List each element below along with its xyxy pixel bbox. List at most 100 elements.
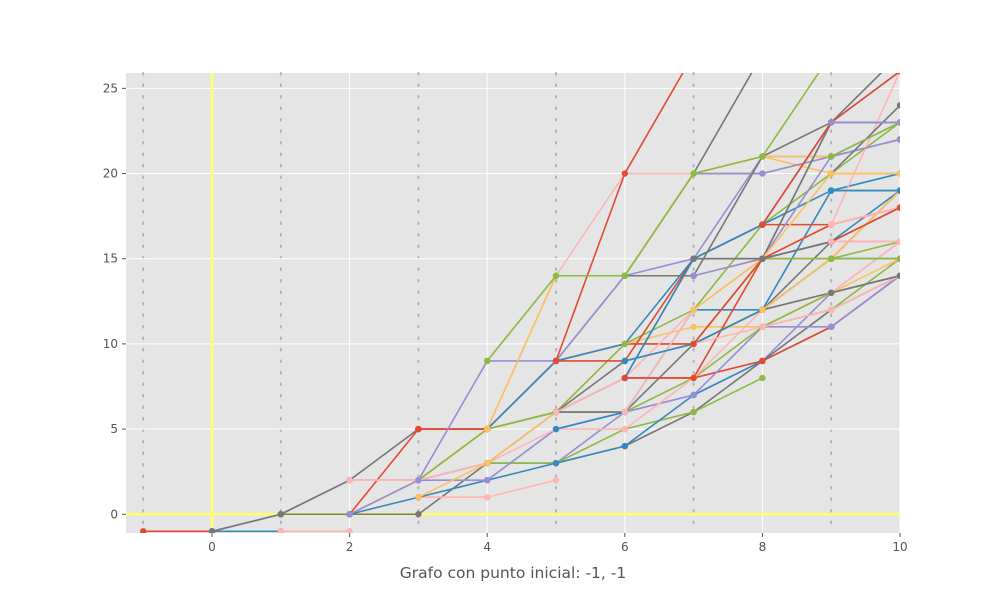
data-point <box>828 187 835 194</box>
data-point <box>484 357 491 365</box>
minor-grid <box>142 72 833 534</box>
data-point <box>484 425 491 433</box>
data-point <box>896 119 900 126</box>
x-axis-ticks: 0 2 4 6 8 10 <box>208 533 908 554</box>
y-axis-ticks: 0 5 10 15 20 25 <box>103 81 126 521</box>
data-point <box>828 119 835 126</box>
data-point <box>484 494 491 501</box>
data-point <box>621 408 628 416</box>
data-point <box>690 391 697 399</box>
y-tick-label: 0 <box>110 507 118 521</box>
data-point <box>621 374 628 382</box>
major-grid <box>126 73 901 533</box>
series-4 <box>277 528 353 533</box>
data-point <box>896 272 900 279</box>
data-point <box>346 476 353 484</box>
series-35 <box>621 51 834 279</box>
data-point <box>897 73 900 75</box>
data-point <box>828 170 835 177</box>
data-point <box>690 170 697 177</box>
x-tick-label: 2 <box>346 540 354 554</box>
data-point <box>621 170 628 177</box>
data-point <box>759 221 766 228</box>
data-point <box>690 51 696 57</box>
series-61 <box>828 272 900 296</box>
data-point <box>277 528 284 533</box>
data-point <box>346 528 353 533</box>
plot-area <box>126 73 900 533</box>
data-point <box>346 511 353 518</box>
data-point <box>759 357 766 365</box>
data-point <box>759 170 766 177</box>
data-point <box>484 459 491 467</box>
data-point <box>828 323 835 331</box>
data-point <box>759 255 766 262</box>
data-point <box>828 255 835 262</box>
data-point <box>828 238 835 245</box>
data-point <box>759 153 766 160</box>
series-line <box>830 121 900 158</box>
data-point <box>690 255 697 262</box>
x-tick-label: 6 <box>621 540 629 554</box>
data-point <box>552 476 560 484</box>
series-line <box>831 138 900 158</box>
data-point <box>690 340 697 348</box>
data-point <box>897 51 903 57</box>
data-point <box>415 511 422 518</box>
series-line <box>831 274 900 294</box>
x-axis-title: Grafo con punto inicial: -1, -1 <box>400 564 626 582</box>
y-tick-label: 10 <box>103 337 118 351</box>
x-tick-label: 8 <box>759 540 767 554</box>
series-62 <box>828 170 900 177</box>
data-point <box>759 51 765 57</box>
data-point <box>277 511 284 518</box>
data-point <box>690 306 697 314</box>
data-point <box>621 357 628 365</box>
data-point <box>759 306 766 314</box>
y-tick-label: 5 <box>110 422 118 436</box>
data-point <box>690 374 697 382</box>
reference-lines <box>126 73 900 533</box>
x-tick-label: 4 <box>483 540 491 554</box>
data-point <box>621 442 628 450</box>
series-line <box>624 73 820 277</box>
y-tick-label: 20 <box>103 167 118 181</box>
x-tick-label: 0 <box>208 540 216 554</box>
data-point <box>828 306 835 314</box>
data-point <box>759 323 766 331</box>
data-point <box>621 272 628 279</box>
data-point <box>690 323 697 331</box>
series-63 <box>828 255 900 262</box>
data-point <box>621 425 628 433</box>
data-point <box>552 408 560 416</box>
data-point <box>415 425 422 433</box>
data-point <box>828 221 835 228</box>
data-point <box>552 272 560 279</box>
series-layer <box>140 51 903 533</box>
x-tick-label: 10 <box>892 540 907 554</box>
data-point <box>621 340 628 348</box>
series-60 <box>828 119 900 126</box>
data-point <box>690 272 697 279</box>
data-point <box>896 187 900 194</box>
data-point <box>828 289 835 296</box>
data-point <box>552 459 560 467</box>
data-point <box>415 476 422 484</box>
data-point <box>690 408 697 416</box>
data-point <box>896 136 900 143</box>
series-line <box>831 206 900 226</box>
series-52 <box>828 187 900 194</box>
data-point <box>896 170 900 177</box>
data-point <box>896 102 900 109</box>
data-point <box>896 255 900 262</box>
data-point <box>415 494 422 501</box>
data-point <box>484 476 491 484</box>
data-point <box>552 425 560 433</box>
data-point <box>552 357 560 365</box>
series-line <box>693 73 883 260</box>
data-point <box>208 528 216 533</box>
data-point <box>828 51 834 57</box>
y-tick-label: 25 <box>103 81 118 95</box>
series-line <box>830 206 900 243</box>
